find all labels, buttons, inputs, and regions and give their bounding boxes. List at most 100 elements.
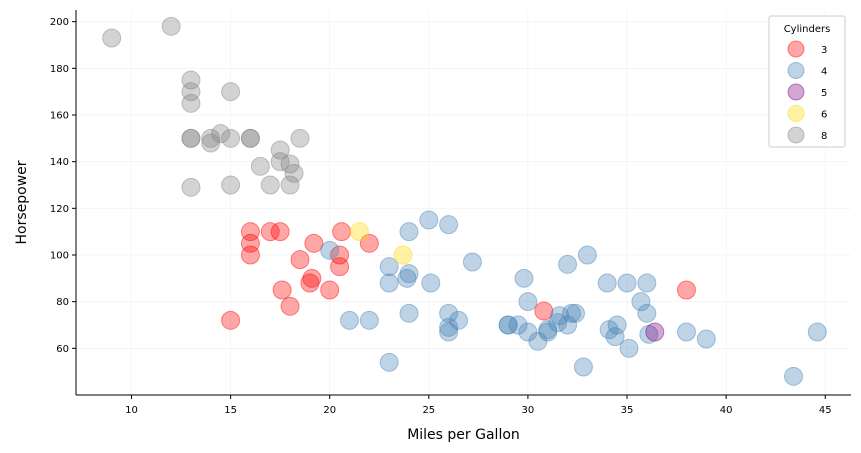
data-points — [102, 16, 827, 386]
data-point-cyl-4 — [538, 322, 558, 342]
data-point-cyl-3 — [359, 233, 379, 253]
data-point-cyl-4 — [508, 315, 528, 335]
legend-label: 3 — [821, 45, 827, 56]
data-point-cyl-3 — [304, 233, 324, 253]
data-point-cyl-4 — [631, 292, 651, 312]
data-point-cyl-3 — [330, 245, 350, 265]
y-tick-label: 80 — [56, 297, 69, 308]
data-point-cyl-4 — [498, 315, 518, 335]
data-point-cyl-4 — [518, 292, 538, 312]
x-tick-label: 20 — [323, 405, 336, 416]
data-point-cyl-3 — [270, 222, 290, 242]
data-point-cyl-4 — [784, 366, 804, 386]
data-point-cyl-4 — [696, 329, 716, 349]
data-point-cyl-4 — [439, 322, 459, 342]
data-point-cyl-3 — [280, 296, 300, 316]
data-point-cyl-4 — [573, 357, 593, 377]
data-point-cyl-4 — [514, 268, 534, 288]
y-axis-label: Horsepower — [14, 160, 30, 244]
y-tick-label: 100 — [50, 251, 69, 262]
x-tick-label: 40 — [720, 405, 733, 416]
data-point-cyl-4 — [639, 324, 659, 344]
data-point-cyl-4 — [605, 327, 625, 347]
data-point-cyl-4 — [462, 252, 482, 272]
data-point-cyl-4 — [599, 320, 619, 340]
data-point-cyl-4 — [379, 352, 399, 372]
data-point-cyl-4 — [558, 315, 578, 335]
data-point-cyl-4 — [379, 257, 399, 277]
data-point-cyl-4 — [548, 313, 568, 333]
data-point-cyl-4 — [439, 303, 459, 323]
data-point-cyl-8 — [270, 152, 290, 172]
data-point-cyl-8 — [211, 124, 231, 144]
x-axis-ticks: 10 15 20 25 30 35 40 45 — [125, 395, 832, 416]
y-tick-label: 180 — [50, 64, 69, 75]
data-point-cyl-8 — [161, 16, 181, 36]
data-point-cyl-8 — [260, 175, 280, 195]
data-point-cyl-4 — [637, 273, 657, 293]
data-point-cyl-4 — [518, 322, 538, 342]
legend-label: 8 — [821, 131, 827, 142]
data-point-cyl-8 — [280, 154, 300, 174]
y-tick-label: 200 — [50, 17, 69, 28]
data-point-cyl-8 — [250, 156, 270, 176]
data-point-cyl-3 — [302, 268, 322, 288]
data-point-cyl-3 — [240, 245, 260, 265]
data-point-cyl-4 — [538, 320, 558, 340]
data-point-cyl-8 — [240, 128, 260, 148]
data-point-cyl-8 — [102, 28, 122, 48]
data-point-cyl-8 — [181, 128, 201, 148]
data-point-cyl-4 — [550, 306, 570, 326]
data-point-cyl-8 — [240, 128, 260, 148]
x-tick-label: 45 — [819, 405, 832, 416]
axes — [75, 10, 851, 396]
data-point-cyl-3 — [320, 280, 340, 300]
legend-box — [768, 15, 846, 148]
data-point-cyl-4 — [421, 273, 441, 293]
x-tick-label: 15 — [224, 405, 237, 416]
legend-marker — [787, 105, 805, 122]
data-point-cyl-3 — [332, 222, 352, 242]
data-point-cyl-5 — [645, 322, 665, 342]
data-point-cyl-8 — [181, 177, 201, 197]
y-tick-label: 60 — [56, 344, 69, 355]
data-point-cyl-4 — [498, 315, 518, 335]
data-point-cyl-4 — [359, 310, 379, 330]
data-point-cyl-4 — [577, 245, 597, 265]
data-point-cyl-3 — [240, 233, 260, 253]
data-point-cyl-4 — [617, 273, 637, 293]
data-point-cyl-8 — [221, 82, 241, 102]
data-point-cyl-3 — [260, 222, 280, 242]
data-point-cyl-8 — [201, 133, 221, 153]
legend-label: 5 — [821, 88, 827, 99]
y-axis-ticks: 60 80 100 120 140 160 180 200 — [50, 17, 76, 355]
data-point-cyl-8 — [221, 128, 241, 148]
data-point-cyl-3 — [272, 280, 292, 300]
data-point-cyl-6 — [349, 222, 369, 242]
data-point-cyl-8 — [290, 128, 310, 148]
data-point-cyl-4 — [439, 317, 459, 337]
data-point-cyl-4 — [676, 322, 696, 342]
data-point-cyl-3 — [676, 280, 696, 300]
data-point-cyl-4 — [320, 240, 340, 260]
legend: Cylinders 3 4 5 6 8 — [768, 15, 846, 148]
legend-marker — [787, 40, 805, 58]
grid-lines — [76, 10, 851, 395]
x-tick-label: 25 — [422, 405, 435, 416]
data-point-cyl-8 — [181, 70, 201, 90]
data-point-cyl-3 — [240, 222, 260, 242]
data-point-cyl-4 — [637, 303, 657, 323]
data-point-cyl-8 — [221, 175, 241, 195]
data-point-cyl-3 — [534, 301, 554, 321]
legend-title: Cylinders — [784, 24, 831, 35]
data-point-cyl-8 — [280, 175, 300, 195]
legend-marker — [787, 126, 805, 144]
data-point-cyl-4 — [399, 222, 419, 242]
data-point-cyl-4 — [562, 303, 582, 323]
data-point-cyl-4 — [807, 322, 827, 342]
data-point-cyl-4 — [379, 273, 399, 293]
data-point-cyl-6 — [393, 245, 413, 265]
data-point-cyl-3 — [300, 273, 320, 293]
data-point-cyl-8 — [181, 82, 201, 102]
